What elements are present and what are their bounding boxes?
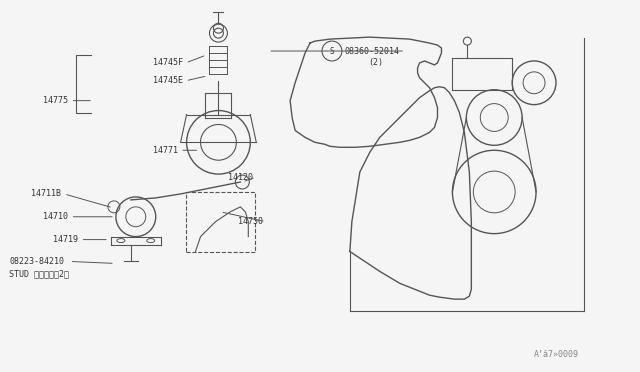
Text: 14750: 14750 — [238, 217, 263, 226]
Text: 14710: 14710 — [44, 212, 68, 221]
Text: A’â7»0009: A’â7»0009 — [534, 350, 579, 359]
Text: 14745E: 14745E — [153, 76, 183, 85]
Text: 14745F: 14745F — [153, 58, 183, 67]
Text: 14771: 14771 — [153, 146, 178, 155]
Text: STUD スタッド（2）: STUD スタッド（2） — [10, 270, 69, 279]
Text: 14719: 14719 — [53, 235, 78, 244]
Bar — [186, 192, 255, 251]
Text: (2): (2) — [368, 58, 383, 67]
Text: 14120: 14120 — [228, 173, 253, 182]
Text: S: S — [330, 46, 334, 55]
Text: 14711B: 14711B — [31, 189, 61, 198]
Text: 14775: 14775 — [44, 96, 68, 105]
Text: 08223-84210: 08223-84210 — [10, 257, 65, 266]
Text: 08360-52014: 08360-52014 — [345, 46, 400, 55]
